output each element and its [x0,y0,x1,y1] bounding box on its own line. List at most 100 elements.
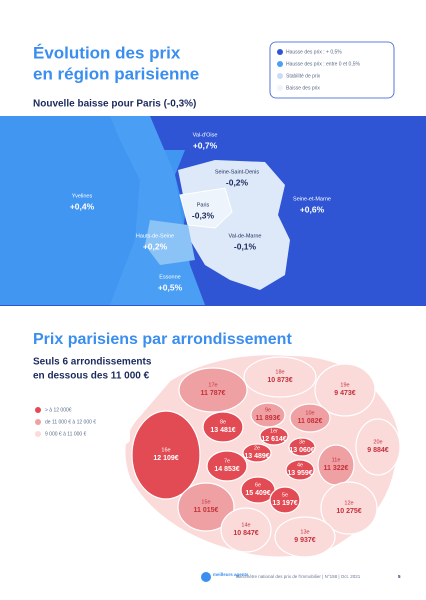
region-labels: Val-d'Oise +0,7% Seine-Saint-Denis -0,2% Yve… [70,132,331,292]
arrondissement-name: 10e [305,410,314,416]
arrondissement-price: 10 873€ [267,377,292,384]
arrondissement-name: 11e [332,457,341,463]
arrondissement-shape [202,411,244,443]
region-name: Hauts-de-Seine [136,233,174,239]
arrondissement-price: 15 409€ [245,490,270,497]
arrondissement-shape [285,459,315,481]
arrondissement-shape [320,481,378,535]
arrondissement-shape [355,418,401,476]
legend-label: 9 000 € à 11 000 € [45,431,87,437]
footer-text: Baromètre national des prix de l'immobil… [236,574,361,579]
legend-label: de 11 000 € à 12 000 € [45,419,96,425]
section-subtitle: en dessous des 11 000 € [33,371,150,382]
region-value: +0,6% [300,204,325,214]
arrondissement-price: 13 060€ [289,447,314,454]
arrondissement-name: 2e [254,445,260,451]
region-name: Paris [197,202,210,208]
legend-dot [277,61,283,67]
legend-label: Hausse des prix : + 0,5% [286,49,342,55]
arrondissement-shape [250,402,286,428]
arrondissement-price: 12 109€ [153,455,178,462]
legend-label: Hausse des prix : entre 0 et 0,5% [286,61,360,67]
arrondissement-shape [314,363,376,417]
arrondissement-name: 17e [208,382,217,388]
arrondissement-name: 7e [224,458,230,464]
region-shape [179,187,233,229]
legend-dot [277,49,283,55]
arrondissement-price: 11 787€ [201,390,226,397]
arrondissement-shape [288,437,316,457]
page-number: 5 [398,574,401,579]
logo-mark [201,572,211,582]
region-name: Seine-et-Marne [293,196,331,202]
arrondissement-price: 9 937€ [294,537,316,544]
legend-dot [35,407,41,413]
legend-dot [277,85,283,91]
region-name: Seine-Saint-Denis [215,169,260,175]
arrondissement-name: 9e [265,407,271,413]
region-value: -0,1% [234,241,257,251]
arrondissement-price: 10 275€ [336,508,361,515]
arrondissement-name: 18e [275,369,284,375]
logo-text: meilleurs agents [213,572,249,577]
arrondissement-name: 16e [161,447,170,453]
legend: > à 12 000€ de 11 000 € à 12 000 € 9 000 €… [30,400,130,444]
arrondissement-name: 19e [340,382,349,388]
arrondissement-price: 13 481€ [210,427,235,434]
arrondissement-shape [131,410,201,500]
title-line: en région parisienne [33,64,199,83]
arrondissement-name: 15e [201,499,210,505]
arrondissement-price: 11 322€ [324,465,349,472]
legend: Hausse des prix : + 0,5% Hausse des prix … [269,41,395,99]
arrondissement-name: 14e [241,522,250,528]
arrondissement-shape [177,482,235,532]
arrondissement-name: 5e [282,492,288,498]
region-map [0,116,426,306]
arrondissement-price: 10 847€ [233,530,258,537]
arrondissement-price: 12 614€ [261,436,286,443]
region-value: +0,7% [193,140,218,150]
region-name: Essonne [159,274,180,280]
region-name: Val-d'Oise [193,132,218,138]
legend-dot [35,431,41,437]
legend-box [269,41,395,99]
legend-dot [35,419,41,425]
legend-label: Stabilité de prix [286,73,321,79]
region-value: +0,2% [143,241,168,251]
arrondissement-name: 6e [255,482,261,488]
arrondissement-price: 13 489€ [244,453,269,460]
arrondissement-price: 14 853€ [214,466,239,473]
region-shape [145,220,195,265]
arrondissement-name: 3e [299,439,305,445]
section-subtitle: Seuls 6 arrondissements [33,357,152,368]
legend-dot [277,73,283,79]
region-value: +0,4% [70,201,95,211]
arrondissement-price: 11 893€ [256,415,281,422]
arrondissement-shape [206,450,248,482]
legend-box [30,400,130,444]
region-value: -0,3% [192,210,215,220]
arrondissement-shape [259,426,289,446]
arrondissement-name: 1er [270,428,278,434]
arrondissement-shape [242,443,272,463]
arrondissement-name: 12e [344,500,353,506]
arrondissement-shape [269,486,301,514]
region-name: Yvelines [72,193,93,199]
arrondissement-name: 20e [373,439,382,445]
arrondissement-name: 8e [220,419,226,425]
section-title: Prix parisiens par arrondissement [33,331,292,348]
title-line: Évolution des prix [33,43,181,62]
subtitle: Nouvelle baisse pour Paris (-0,3%) [33,99,196,110]
arrondissement-price: 9 884€ [367,447,389,454]
legend-label: Baisse des prix [286,85,320,91]
arrondissement-price: 11 015€ [194,507,219,514]
arrondissement-shape [274,516,336,558]
region-value: +0,5% [158,282,183,292]
arrondissements: 17e 11 787€ 18e 10 873€ 19e 9 473€ 16e 12 109€ 8… [131,356,401,558]
legend-label: > à 12 000€ [45,407,72,413]
region-name: Val-de-Marne [229,233,262,239]
arrondissement-shape [178,367,248,413]
region-value: -0,2% [226,177,249,187]
arrondissement-price: 13 197€ [272,500,297,507]
arrondissement-name: 4e [297,462,303,468]
